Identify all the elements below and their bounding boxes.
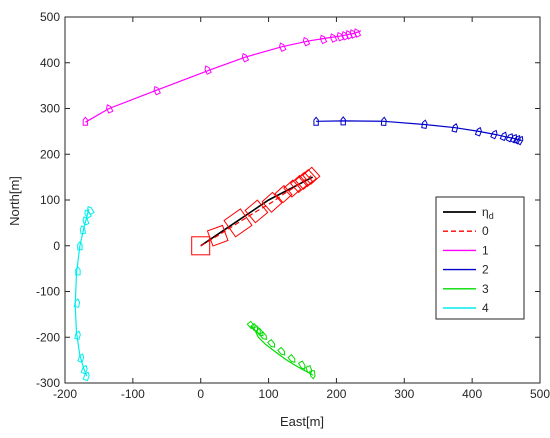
x-tick-label: 400 <box>462 387 482 401</box>
series-2-marker-0 <box>313 116 319 126</box>
series-3-marker-7 <box>287 354 296 363</box>
series-4-marker-3 <box>79 224 87 235</box>
series-2-marker-2 <box>380 116 387 127</box>
series-4-marker-1 <box>84 209 92 219</box>
x-tick-label: 0 <box>197 387 204 401</box>
series-1-marker-5 <box>279 42 287 52</box>
series-1-marker-13 <box>353 28 362 38</box>
series-1-marker-9 <box>336 31 345 42</box>
series-0-marker-8 <box>294 171 314 190</box>
series-1-marker-7 <box>319 34 328 45</box>
series-0-marker-9 <box>298 168 318 188</box>
series-0-marker-10 <box>302 166 321 185</box>
series-line-1 <box>85 30 362 123</box>
series-2-marker-5 <box>474 126 482 137</box>
series-2-marker-8 <box>505 133 514 143</box>
series-4-marker-2 <box>82 216 90 226</box>
series-2-marker-1 <box>340 116 346 126</box>
series-0-marker-4 <box>261 191 283 213</box>
series-4-marker-4 <box>77 240 83 251</box>
y-tick-label: 100 <box>40 193 60 207</box>
series-2-marker-11 <box>515 135 524 146</box>
x-tick-label: -100 <box>121 387 145 401</box>
series-line-eta-d <box>200 176 314 247</box>
x-axis-label: East[m] <box>280 414 324 429</box>
series-3-marker-3 <box>255 327 264 337</box>
series-1-marker-4 <box>241 52 250 63</box>
series-1-marker-8 <box>329 33 338 43</box>
series-0-marker-0 <box>191 236 211 256</box>
series-line-2 <box>316 120 522 142</box>
series-4-marker-9 <box>80 364 88 375</box>
series-2-marker-6 <box>490 129 498 140</box>
series-3-marker-2 <box>252 325 261 335</box>
x-tick-label: -200 <box>53 387 77 401</box>
series-line-0 <box>200 175 312 247</box>
series-3-marker-9 <box>305 365 313 375</box>
legend-label-eta-subscript: d <box>489 211 494 221</box>
y-tick-label: -200 <box>36 330 60 344</box>
series-0-marker-3 <box>244 199 269 224</box>
legend-box <box>435 196 525 320</box>
y-tick-label: -100 <box>36 285 60 299</box>
series-0-marker-1 <box>206 224 229 247</box>
series-4-marker-5 <box>75 266 81 276</box>
y-tick-label: -300 <box>36 376 60 390</box>
x-tick-label: 100 <box>259 387 279 401</box>
series-1-marker-2 <box>153 85 161 96</box>
series-3-marker-10 <box>309 369 316 380</box>
y-axis-label: North[m] <box>7 176 22 226</box>
series-4-marker-10 <box>82 371 90 382</box>
series-0-marker-5 <box>274 184 293 204</box>
legend-label-3: 3 <box>482 282 489 296</box>
legend-label-2: 2 <box>482 263 489 277</box>
y-tick-label: 500 <box>40 10 60 24</box>
legend-label-0: 0 <box>482 224 489 238</box>
legend: ηd 0 1 2 3 4 <box>435 196 525 320</box>
series-1-marker-0 <box>82 116 89 126</box>
series-3-marker-5 <box>267 338 276 348</box>
y-tick-label: 200 <box>40 147 60 161</box>
series-4-marker-6 <box>73 298 81 308</box>
series-4-marker-7 <box>74 330 81 341</box>
y-tick-label: 0 <box>53 239 60 253</box>
series-3-marker-8 <box>297 360 306 370</box>
series-0-marker-2 <box>223 208 253 238</box>
x-tick-label: 300 <box>394 387 414 401</box>
x-tick-label: 200 <box>326 387 346 401</box>
legend-label-eta-d: ηd <box>482 205 494 221</box>
axes: -200 -100 0 100 200 300 400 500-300-200-1000100… <box>36 10 550 401</box>
legend-label-1: 1 <box>482 243 489 257</box>
series-4-marker-8 <box>77 353 85 363</box>
series-3-marker-6 <box>277 346 286 356</box>
series-line-3 <box>251 325 314 376</box>
series-2-marker-4 <box>451 123 459 133</box>
legend-label-4: 4 <box>482 301 489 315</box>
series-1-marker-3 <box>204 65 212 75</box>
series-3-marker-4 <box>258 331 267 340</box>
y-tick-label: 400 <box>40 56 60 70</box>
series-2-marker-7 <box>499 131 507 142</box>
series-1-marker-6 <box>302 36 311 47</box>
x-tick-label: 500 <box>530 387 550 401</box>
series-1-marker-1 <box>106 104 114 114</box>
series-2-marker-3 <box>421 119 428 130</box>
y-tick-label: 300 <box>40 102 60 116</box>
series-0-marker-6 <box>283 179 302 198</box>
